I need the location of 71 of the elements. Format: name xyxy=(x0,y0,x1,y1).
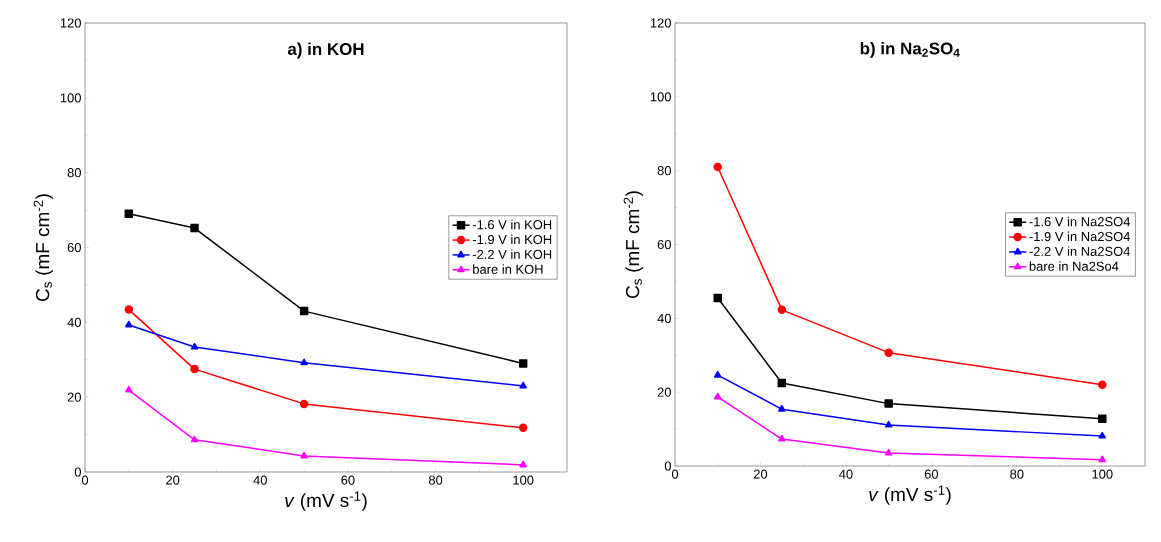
point xyxy=(1098,431,1107,439)
y-axis-title: C$_{s}$ (mF cm$^{-2}$) xyxy=(33,194,54,301)
y-tick-label: 60 xyxy=(657,239,671,250)
y-tick-label: 100 xyxy=(650,92,671,102)
point xyxy=(519,460,527,468)
x-tick-label: 20 xyxy=(753,469,768,479)
legend-label: bare in KOH xyxy=(473,264,543,274)
text: a) in KOH xyxy=(287,42,364,59)
y-tick-label: 80 xyxy=(657,166,671,176)
point xyxy=(713,293,722,303)
y-tick-label: 0 xyxy=(664,461,671,471)
y-tick-label: 100 xyxy=(60,93,81,103)
point xyxy=(1098,455,1107,463)
point xyxy=(713,162,722,172)
point xyxy=(300,451,308,459)
x-tick-label: 40 xyxy=(253,475,267,485)
y-tick-label: 40 xyxy=(657,313,671,323)
point xyxy=(713,392,722,400)
y-tick-label: 20 xyxy=(67,392,81,402)
x-axis-title: v (mV s$^{-1}$) xyxy=(869,485,951,505)
x-axis-title: v (mV s$^{-1}$) xyxy=(285,491,367,511)
point xyxy=(518,359,528,368)
x-tick-label: 100 xyxy=(513,475,534,485)
point xyxy=(299,306,309,316)
point xyxy=(778,404,786,412)
x-tick-label: 80 xyxy=(1010,469,1024,479)
legend-label: bare in Na2So4 xyxy=(1029,261,1119,271)
point xyxy=(777,378,787,388)
point xyxy=(190,342,199,350)
x-tick-label: 100 xyxy=(1092,469,1113,479)
x-tick-label: 80 xyxy=(428,475,443,485)
point xyxy=(778,434,786,442)
y-tick-label: 80 xyxy=(67,168,81,178)
legend-label: -1.9 V in Na2SO4 xyxy=(1029,231,1131,242)
legend-label: -2.2 V in Na2SO4 xyxy=(1029,246,1131,256)
point xyxy=(884,348,893,357)
point xyxy=(518,423,528,433)
y-tick-label: 40 xyxy=(67,317,81,327)
point xyxy=(125,320,133,328)
x-tick-label: 60 xyxy=(924,469,939,479)
point xyxy=(884,399,893,408)
point xyxy=(884,420,893,428)
point xyxy=(713,370,722,378)
point xyxy=(124,209,134,219)
legend-label: -2.2 V in KOH xyxy=(472,249,552,259)
point xyxy=(519,381,527,389)
text: b) in Na$_{2}$SO$_{4}$ xyxy=(860,42,960,58)
y-tick-label: 20 xyxy=(657,387,671,397)
y-tick-label: 120 xyxy=(60,18,81,28)
x-tick-label: 20 xyxy=(166,475,180,485)
point xyxy=(124,305,134,314)
point xyxy=(190,223,199,233)
point xyxy=(190,435,199,443)
point xyxy=(190,364,199,374)
legend-label: -1.6 V in Na2SO4 xyxy=(1029,216,1131,227)
point xyxy=(777,305,787,315)
point xyxy=(125,385,133,393)
y-tick-label: 60 xyxy=(67,242,81,253)
y-axis-title: C$_{s}$ (mF cm$^{-2}$) xyxy=(623,191,644,298)
y-tick-label: 120 xyxy=(650,18,671,28)
x-tick-label: 0 xyxy=(81,475,89,485)
legend-label: -1.6 V in KOH xyxy=(472,219,552,230)
legend-label: -1.9 V in KOH xyxy=(472,234,552,245)
point xyxy=(1098,380,1107,390)
point xyxy=(299,399,309,409)
x-tick-label: 0 xyxy=(671,469,679,479)
point xyxy=(884,448,893,456)
point xyxy=(300,358,308,366)
x-tick-label: 40 xyxy=(839,469,853,479)
point xyxy=(1098,414,1107,423)
x-tick-label: 60 xyxy=(341,475,355,485)
